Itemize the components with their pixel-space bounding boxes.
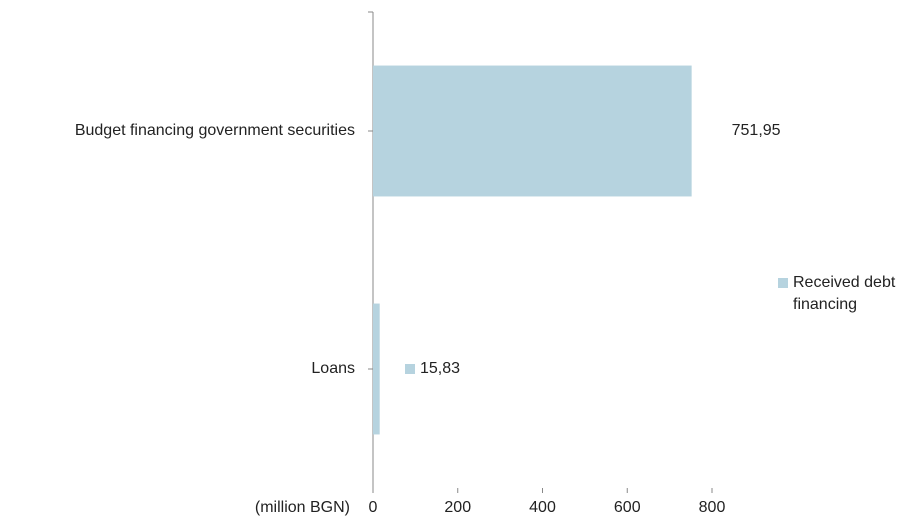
label-key xyxy=(405,364,415,374)
legend: Received debt financing xyxy=(778,272,913,316)
x-axis-title: (million BGN) xyxy=(255,499,350,516)
y-tick-label: Budget financing government securities xyxy=(75,122,355,139)
value-label: 751,95 xyxy=(732,122,781,139)
x-tick-label: 400 xyxy=(529,499,556,516)
x-tick-label: 800 xyxy=(699,499,726,516)
bar xyxy=(373,65,692,197)
x-tick-label: 0 xyxy=(369,499,378,516)
x-tick-label: 200 xyxy=(444,499,471,516)
legend-key xyxy=(778,278,788,288)
bar xyxy=(373,303,380,435)
value-label: 15,83 xyxy=(420,360,460,377)
x-tick-label: 600 xyxy=(614,499,641,516)
y-tick-label: Loans xyxy=(311,360,355,377)
legend-label: Received debt financing xyxy=(793,274,896,313)
